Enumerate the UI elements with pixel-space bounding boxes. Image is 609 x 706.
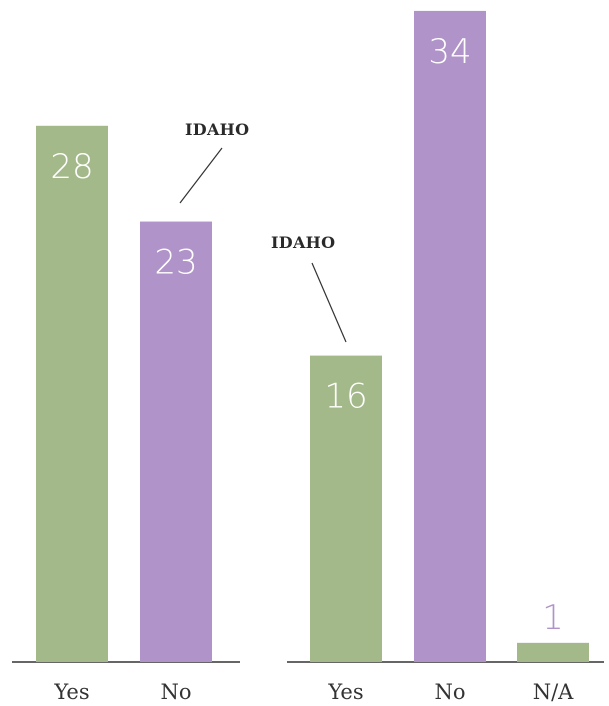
data-label: 16 bbox=[324, 377, 367, 417]
x-tick-label: No bbox=[434, 680, 465, 704]
annotation-leader-line bbox=[312, 263, 346, 342]
annotation-label: IDAHO bbox=[271, 233, 335, 252]
data-label: 34 bbox=[428, 32, 471, 72]
x-tick-label: Yes bbox=[53, 680, 89, 704]
annotation-label: IDAHO bbox=[185, 120, 249, 139]
data-label: 1 bbox=[542, 598, 564, 638]
bar-no bbox=[414, 11, 486, 662]
bar-yes bbox=[36, 126, 108, 662]
data-label: 28 bbox=[50, 147, 93, 187]
bar-no bbox=[140, 222, 212, 662]
x-tick-label: No bbox=[160, 680, 191, 704]
annotation-leader-line bbox=[180, 148, 222, 203]
x-tick-label: Yes bbox=[327, 680, 363, 704]
x-tick-label: N/A bbox=[533, 680, 574, 704]
bar-na bbox=[517, 643, 589, 662]
data-label: 23 bbox=[154, 243, 197, 283]
